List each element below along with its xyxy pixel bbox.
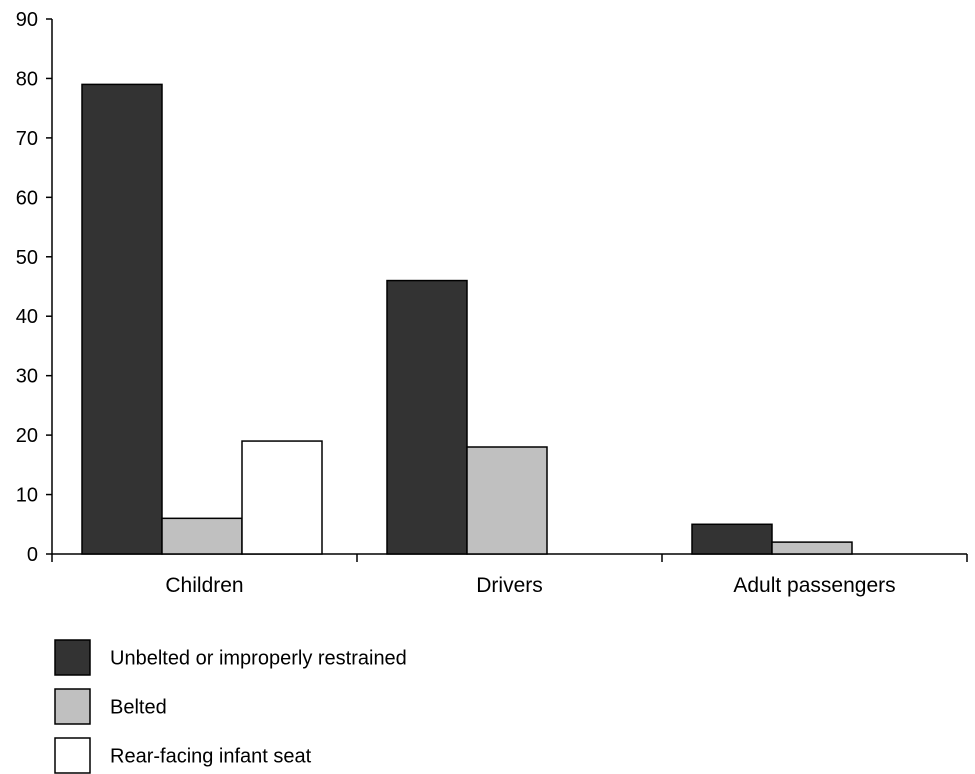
y-tick-label: 10 xyxy=(16,485,38,507)
bar-adult-passengers-belted xyxy=(771,541,853,555)
legend-label-rear-facing-infant-seat: Rear-facing infant seat xyxy=(110,746,312,768)
legend-swatch-rear-facing-infant-seat xyxy=(54,737,91,774)
y-tick-label: 70 xyxy=(16,128,38,150)
bar-children-unbelted-or-improperly-restrained xyxy=(81,83,163,555)
y-tick-label: 30 xyxy=(16,366,38,388)
legend-swatch-belted xyxy=(54,688,91,725)
y-tick-label: 40 xyxy=(16,306,38,328)
bar-adult-passengers-unbelted-or-improperly-restrained xyxy=(691,523,773,555)
x-axis: Children Drivers Adult passengers xyxy=(51,553,968,597)
y-tick-label: 0 xyxy=(27,544,38,566)
y-tick-label: 20 xyxy=(16,425,38,447)
legend-label-unbelted-or-improperly-restrained: Unbelted or improperly restrained xyxy=(110,648,407,670)
bar-drivers-unbelted-or-improperly-restrained xyxy=(386,279,468,555)
x-tick-label-children: Children xyxy=(165,574,243,597)
bars xyxy=(81,83,853,555)
legend: Unbelted or improperly restrained Belted R… xyxy=(54,639,407,774)
bar-drivers-belted xyxy=(466,446,548,555)
bar-children-belted xyxy=(161,517,243,555)
x-tick-label-adult-passengers: Adult passengers xyxy=(733,574,895,597)
x-tick-label-drivers: Drivers xyxy=(476,574,543,597)
bar-children-rear-facing-infant-seat xyxy=(241,440,323,555)
legend-label-belted: Belted xyxy=(110,697,167,719)
y-axis: 0 10 20 30 40 50 60 70 80 90 xyxy=(16,9,53,566)
y-tick-label: 90 xyxy=(16,9,38,31)
y-tick-label: 80 xyxy=(16,68,38,90)
y-tick-label: 60 xyxy=(16,187,38,209)
y-tick-label: 50 xyxy=(16,247,38,269)
legend-swatch-unbelted-or-improperly-restrained xyxy=(54,639,91,676)
